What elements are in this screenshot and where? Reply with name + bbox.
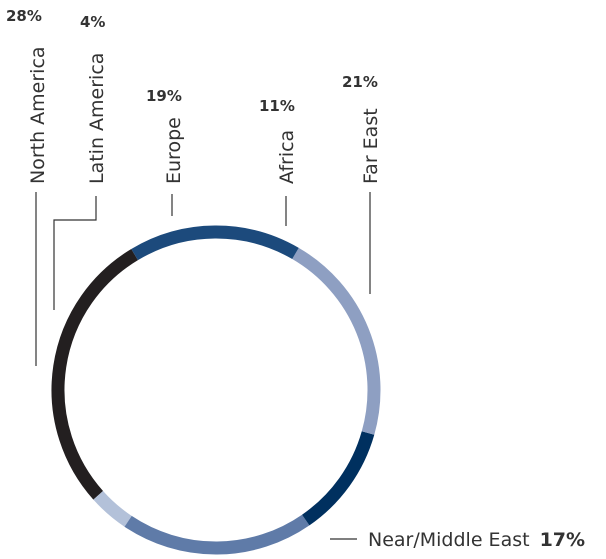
pct-north-america: 28%	[6, 7, 42, 25]
ring-arcs	[51, 225, 381, 555]
label-near-middle-east: Near/Middle East	[368, 529, 530, 551]
label-latin-america: Latin America	[86, 53, 108, 184]
pct-far-east: 21%	[342, 73, 378, 91]
label-near-middle-east-group: Near/Middle East 17%	[368, 529, 585, 551]
ring-segment-north-america	[51, 249, 138, 500]
ring-segment-africa	[301, 431, 375, 526]
label-north-america: North America	[27, 46, 49, 184]
pct-near-middle-east: 17%	[540, 529, 585, 551]
leader-latin-america	[53, 196, 97, 310]
label-far-east: Far East	[360, 108, 382, 184]
ring-segment-near-middle-east	[131, 225, 299, 261]
pct-africa: 11%	[259, 97, 295, 115]
pct-latin-america: 4%	[80, 13, 105, 31]
ring-segment-latin-america	[93, 490, 132, 527]
ring-segment-far-east	[292, 247, 381, 435]
label-africa: Africa	[276, 130, 298, 184]
label-europe: Europe	[163, 117, 185, 184]
ring-segment-europe	[124, 514, 310, 555]
pct-europe: 19%	[146, 87, 182, 105]
leader-lines	[35, 192, 371, 540]
